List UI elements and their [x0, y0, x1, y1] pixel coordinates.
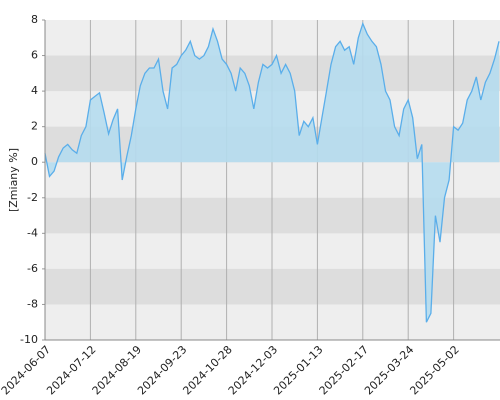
- y-tick-label: -6: [27, 262, 38, 275]
- y-tick-label: -2: [27, 191, 38, 204]
- y-tick-label: 0: [31, 155, 38, 168]
- line: [44, 21, 500, 323]
- y-axis-label: [Zmiany %]: [7, 148, 20, 212]
- x-tick-label: 2025-05-02: [407, 343, 461, 397]
- y-tick-label: -10: [20, 333, 38, 346]
- y-tick-label: -8: [27, 297, 38, 310]
- area: [45, 23, 499, 323]
- y-tick-label: 6: [31, 49, 38, 62]
- y-tick-label: -4: [27, 226, 38, 239]
- y-tick-label: 8: [31, 13, 38, 26]
- y-tick-label: 4: [31, 84, 38, 97]
- y-tick-label: 2: [31, 120, 38, 133]
